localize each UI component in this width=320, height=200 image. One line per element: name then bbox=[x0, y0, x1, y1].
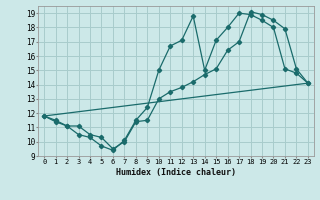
X-axis label: Humidex (Indice chaleur): Humidex (Indice chaleur) bbox=[116, 168, 236, 177]
